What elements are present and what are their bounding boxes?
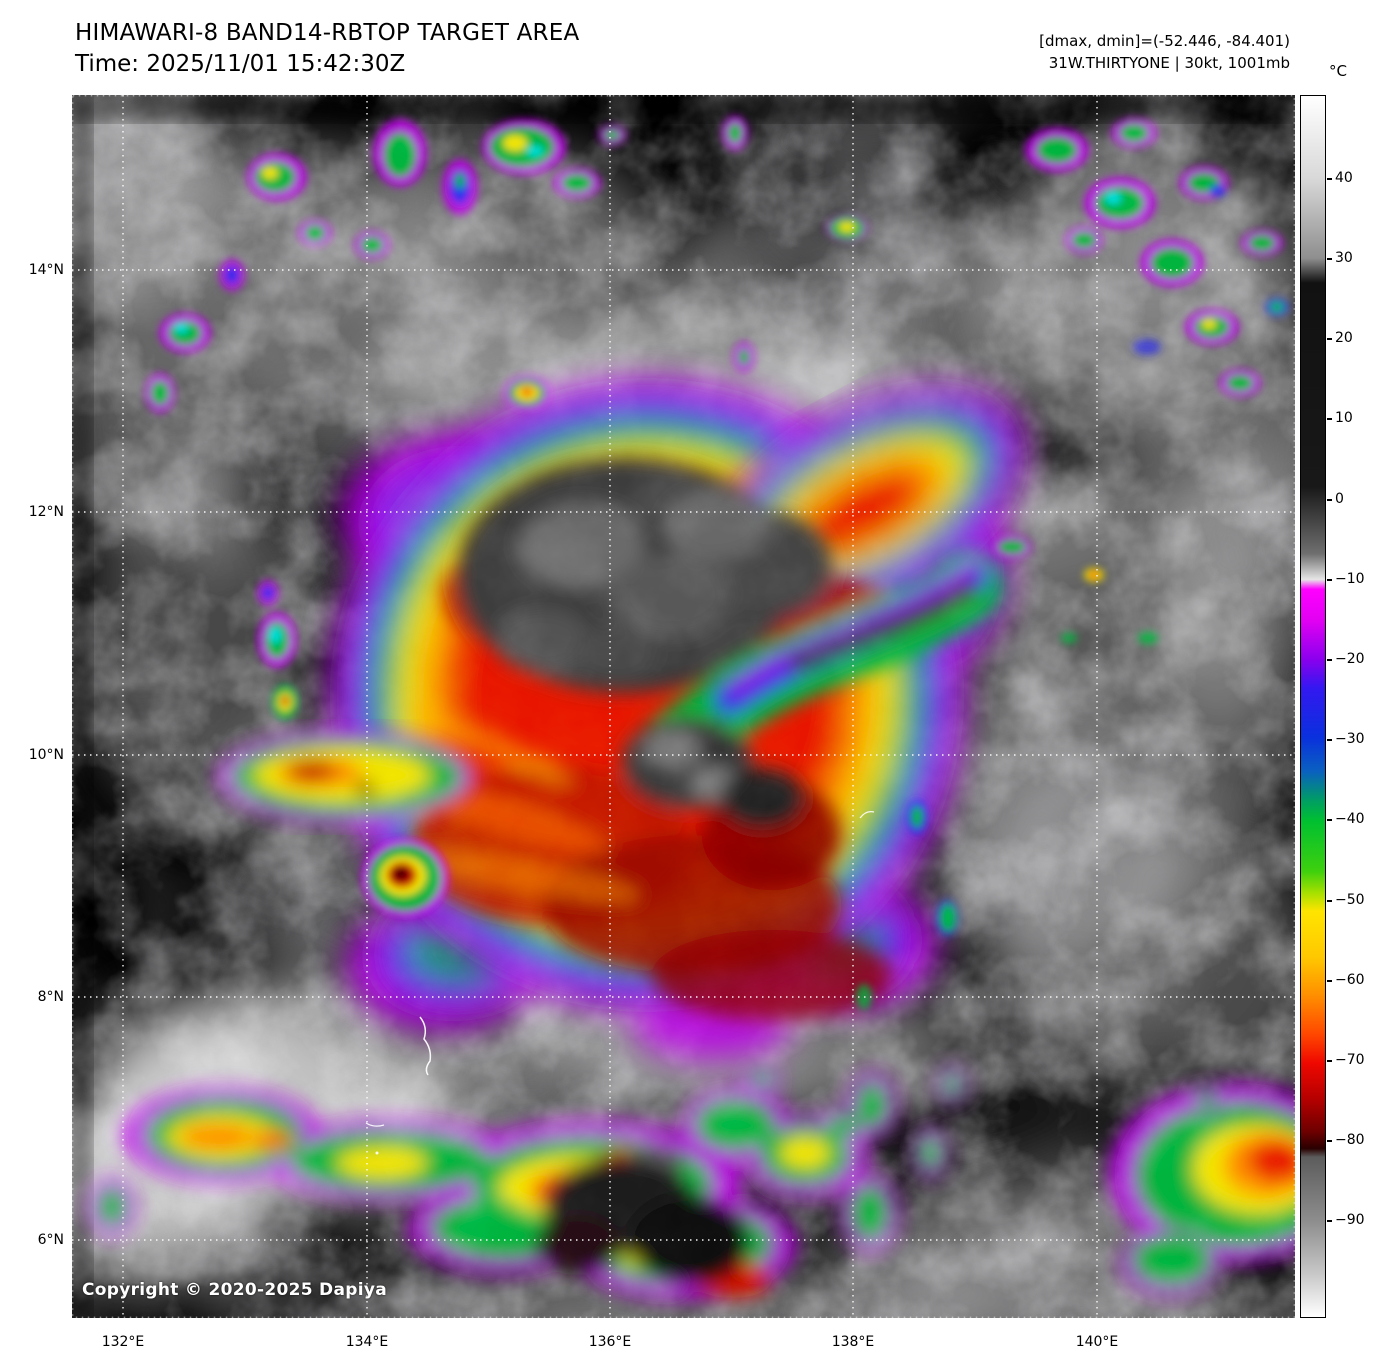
figure-time: Time: 2025/11/01 15:42:30Z: [75, 51, 406, 77]
colorbar-tick-mark: [1327, 499, 1332, 501]
satellite-svg: [72, 95, 1295, 1318]
colorbar-tick-mark: [1327, 659, 1332, 661]
colorbar-tick-label: −60: [1335, 972, 1365, 988]
colorbar-tick-mark: [1327, 900, 1332, 902]
lon-tick-label: 134°E: [345, 1334, 389, 1350]
lat-tick-label: 12°N: [28, 504, 64, 520]
colorbar-tick-mark: [1327, 579, 1332, 581]
colorbar-tick-label: −10: [1335, 571, 1365, 587]
colorbar-tick-label: −90: [1335, 1212, 1365, 1228]
colorbar-tick-mark: [1327, 1140, 1332, 1142]
lat-tick-label: 8°N: [37, 989, 64, 1005]
colorbar-tick-mark: [1327, 178, 1332, 180]
colorbar-tick-label: −80: [1335, 1132, 1365, 1148]
satellite-image: Copyright © 2020-2025 Dapiya: [72, 95, 1295, 1318]
colorbar-tick-mark: [1327, 739, 1332, 741]
colorbar-tick-label: −20: [1335, 651, 1365, 667]
colorbar-tick-label: 10: [1335, 410, 1353, 426]
colorbar-tick-mark: [1327, 1060, 1332, 1062]
colorbar-tick-mark: [1327, 819, 1332, 821]
colorbar-tick-label: 40: [1335, 170, 1353, 186]
colorbar-tick-label: −30: [1335, 731, 1365, 747]
colorbar-tick-label: −70: [1335, 1052, 1365, 1068]
lon-tick-label: 136°E: [588, 1334, 632, 1350]
lon-tick-label: 138°E: [831, 1334, 875, 1350]
colorbar-tick-label: 20: [1335, 330, 1353, 346]
lat-tick-label: 6°N: [37, 1232, 64, 1248]
colorbar: [1300, 95, 1326, 1318]
colorbar-tick-label: 0: [1335, 491, 1344, 507]
storm-info: 31W.THIRTYONE | 30kt, 1001mb: [1048, 54, 1290, 72]
colorbar-tick-label: 30: [1335, 250, 1353, 266]
colorbar-tick-mark: [1327, 980, 1332, 982]
colorbar-tick-mark: [1327, 418, 1332, 420]
cloud-texture-overlay: [72, 95, 1295, 1318]
colorbar-tick-label: −40: [1335, 811, 1365, 827]
lat-tick-label: 10°N: [28, 747, 64, 763]
colorbar-tick-mark: [1327, 338, 1332, 340]
colorbar-unit-label: °C: [1329, 62, 1347, 80]
lon-tick-label: 140°E: [1075, 1334, 1119, 1350]
lon-tick-label: 132°E: [101, 1334, 145, 1350]
figure-title: HIMAWARI-8 BAND14-RBTOP TARGET AREA: [75, 20, 580, 46]
colorbar-tick-mark: [1327, 1220, 1332, 1222]
lat-tick-label: 14°N: [28, 262, 64, 278]
copyright-watermark: Copyright © 2020-2025 Dapiya: [82, 1280, 387, 1300]
colorbar-tick-label: −50: [1335, 892, 1365, 908]
dmax-dmin-readout: [dmax, dmin]=(-52.446, -84.401): [1039, 32, 1290, 50]
colorbar-tick-mark: [1327, 258, 1332, 260]
